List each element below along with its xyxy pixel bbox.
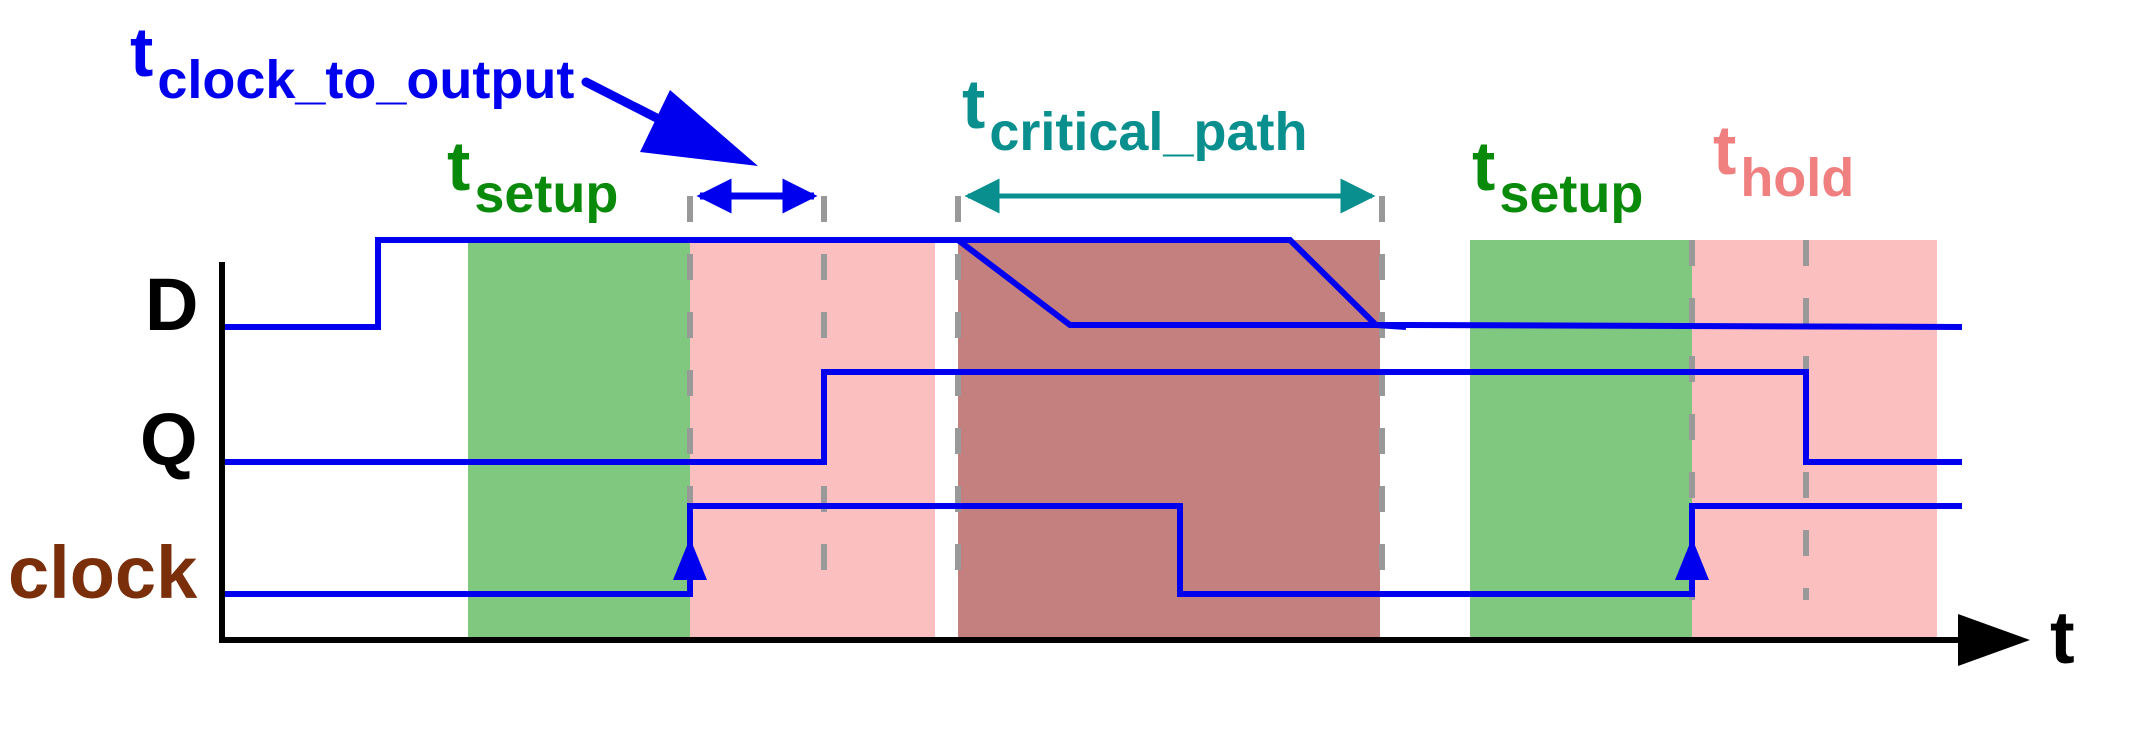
signal-label-clock: clock [8, 531, 198, 614]
hold-region-2 [1692, 240, 1937, 638]
hold-label-sub: hold [1740, 148, 1854, 208]
hold-region-1 [690, 240, 935, 638]
critical-path-label: tcritical_path [962, 65, 1307, 162]
hold-label-main: t [1713, 111, 1736, 189]
setup-label-1-main: t [447, 127, 470, 205]
critical-path-region [958, 240, 1380, 638]
setup-region-1 [468, 240, 690, 638]
clock-to-output-label-sub: clock_to_output [157, 50, 574, 110]
clock-to-output-pointer-arrowhead [640, 90, 758, 166]
hold-label: thold [1713, 111, 1854, 208]
clock-rising-edge-arrow-2 [1675, 538, 1709, 580]
clock-to-output-label: tclock_to_output [130, 13, 574, 110]
critical-path-label-main: t [962, 65, 985, 143]
clock-to-output-label-main: t [130, 13, 153, 91]
critical-path-label-sub: critical_path [989, 102, 1307, 162]
clock-rising-edge-arrow-1 [673, 538, 707, 580]
setup-label-1: tsetup [447, 127, 618, 224]
time-axis-arrowhead [1958, 614, 2030, 666]
d-waveform-bottom [956, 237, 1963, 330]
signal-label-d: D [145, 263, 198, 346]
signal-label-q: Q [140, 398, 198, 481]
setup-label-2: tsetup [1472, 127, 1643, 224]
time-axis [219, 262, 2030, 666]
setup-region-2 [1470, 240, 1692, 638]
setup-label-1-sub: setup [474, 164, 618, 224]
setup-label-2-sub: setup [1499, 164, 1643, 224]
setup-label-2-main: t [1472, 127, 1495, 205]
time-axis-label: t [2050, 596, 2075, 679]
q-waveform [222, 369, 1962, 465]
